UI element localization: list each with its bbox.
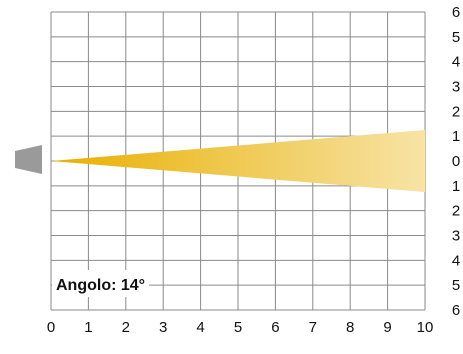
x-tick-label: 0 (47, 319, 55, 336)
y-tick-label: 2 (452, 103, 460, 120)
x-tick-label: 4 (196, 319, 204, 336)
y-tick-label: 1 (452, 178, 460, 195)
y-tick-label: 6 (452, 302, 460, 319)
y-axis-ticks: 6 5 4 3 2 1 0 1 2 3 4 5 6 (452, 4, 460, 319)
y-tick-label: 2 (452, 203, 460, 220)
angle-label-box: Angolo: 14° (52, 270, 150, 297)
x-tick-label: 1 (84, 319, 92, 336)
x-tick-label: 9 (383, 319, 391, 336)
y-tick-label: 1 (452, 128, 460, 145)
x-tick-label: 2 (122, 319, 130, 336)
x-tick-label: 5 (234, 319, 242, 336)
x-tick-label: 8 (346, 319, 354, 336)
x-axis-ticks: 0 1 2 3 4 5 6 7 8 9 10 (47, 319, 434, 336)
y-tick-label: 5 (452, 29, 460, 46)
y-tick-label: 4 (452, 54, 460, 71)
y-tick-label: 5 (452, 277, 460, 294)
y-tick-label: 0 (452, 153, 460, 170)
x-tick-label: 3 (159, 319, 167, 336)
y-tick-label: 4 (452, 252, 460, 269)
y-tick-label: 3 (452, 228, 460, 245)
angle-label: Angolo: 14° (56, 277, 145, 294)
y-tick-label: 6 (452, 4, 460, 21)
y-tick-label: 3 (452, 79, 460, 96)
x-tick-label: 7 (309, 319, 317, 336)
x-tick-label: 6 (271, 319, 279, 336)
light-beam (51, 129, 425, 193)
x-tick-label: 10 (417, 319, 434, 336)
lamp-icon (15, 145, 42, 174)
